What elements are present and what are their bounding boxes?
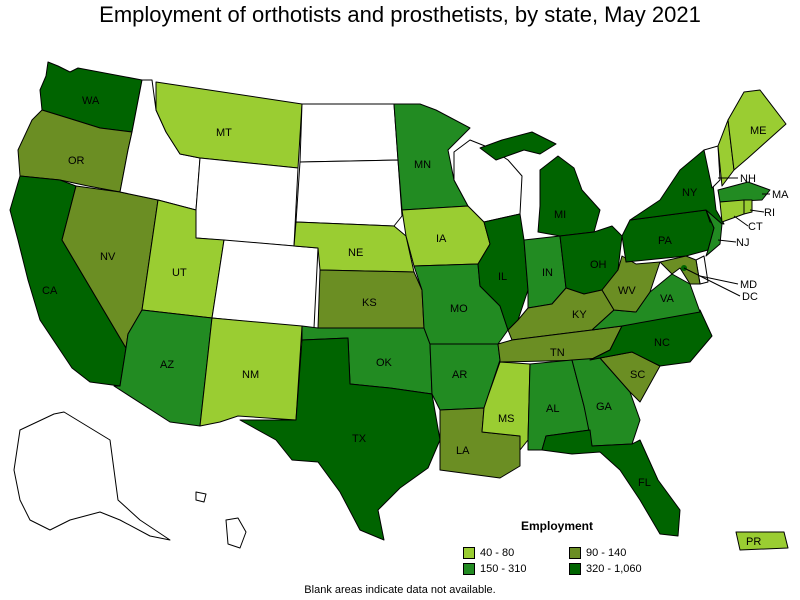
legend-swatch-150-310: [463, 563, 475, 575]
label-CT: CT: [748, 221, 763, 233]
state-CT[interactable]: [719, 199, 745, 223]
label-KY: KY: [572, 309, 587, 321]
legend-swatch-40-80: [463, 547, 475, 559]
label-MN: MN: [414, 159, 431, 171]
state-OR[interactable]: [17, 109, 133, 193]
label-PR: PR: [746, 536, 761, 548]
label-CA: CA: [42, 285, 58, 297]
legend-item-40-80: 40 - 80: [463, 547, 514, 559]
state-SD[interactable]: [295, 159, 403, 227]
legend-item-320-1060: 320 - 1,060: [569, 563, 642, 575]
label-PA: PA: [658, 235, 673, 247]
state-CO[interactable]: [211, 239, 319, 329]
label-OK: OK: [376, 357, 393, 369]
label-IA: IA: [436, 233, 447, 245]
label-NJ: NJ: [736, 237, 749, 249]
legend-label-150-310: 150 - 310: [480, 563, 527, 575]
label-NE: NE: [348, 247, 363, 259]
label-OH: OH: [590, 259, 607, 271]
state-TX[interactable]: [239, 337, 441, 541]
state-MI[interactable]: [479, 131, 557, 161]
label-WV: WV: [618, 285, 636, 297]
label-TN: TN: [550, 347, 565, 359]
label-TX: TX: [352, 433, 367, 445]
label-MO: MO: [450, 303, 468, 315]
leader-MD: [699, 275, 739, 285]
state-HI[interactable]: [225, 517, 247, 549]
state-PR[interactable]: [735, 531, 789, 551]
state-WY[interactable]: [195, 157, 299, 247]
label-SC: SC: [630, 369, 645, 381]
state-RI[interactable]: [743, 199, 753, 215]
legend-swatch-90-140: [569, 547, 581, 559]
leader-RI: [749, 209, 765, 213]
state-WI[interactable]: [453, 139, 523, 223]
label-DC: DC: [742, 291, 758, 303]
state-NJ[interactable]: [705, 209, 723, 257]
label-IL: IL: [498, 271, 507, 283]
state-ME[interactable]: [727, 89, 787, 171]
label-MA: MA: [772, 189, 789, 201]
label-NV: NV: [100, 251, 116, 263]
label-NY: NY: [682, 187, 698, 199]
label-WA: WA: [82, 95, 100, 107]
label-VA: VA: [660, 293, 675, 305]
label-NC: NC: [654, 337, 670, 349]
label-AR: AR: [452, 369, 467, 381]
footnote: Blank areas indicate data not available.: [304, 584, 496, 596]
state-FL[interactable]: [541, 429, 681, 537]
state-MN[interactable]: [393, 103, 471, 211]
leader-DC: [683, 267, 741, 297]
state-ND[interactable]: [299, 103, 399, 163]
label-RI: RI: [764, 207, 775, 219]
label-MD: MD: [740, 279, 757, 291]
state-MA[interactable]: [717, 181, 771, 203]
label-IN: IN: [542, 267, 553, 279]
label-MS: MS: [498, 413, 515, 425]
leader-NJ: [717, 239, 737, 243]
state-HI-islands[interactable]: [195, 491, 207, 503]
state-AK[interactable]: [13, 411, 171, 541]
label-GA: GA: [596, 401, 613, 413]
label-OR: OR: [68, 155, 85, 167]
state-MD[interactable]: [659, 255, 701, 285]
legend-item-150-310: 150 - 310: [463, 563, 526, 575]
legend-label-40-80: 40 - 80: [480, 547, 515, 559]
legend-item-90-140: 90 - 140: [569, 547, 626, 559]
label-ME: ME: [750, 125, 767, 137]
legend-title: Employment: [521, 519, 594, 533]
label-AL: AL: [546, 403, 559, 415]
label-AZ: AZ: [160, 359, 174, 371]
label-MI: MI: [554, 209, 566, 221]
state-NY[interactable]: [629, 149, 725, 225]
state-MI-lower[interactable]: [537, 155, 601, 237]
label-FL: FL: [638, 477, 651, 489]
label-MT: MT: [216, 127, 232, 139]
label-UT: UT: [172, 267, 187, 279]
label-LA: LA: [456, 445, 470, 457]
legend-swatch-320-1060: [569, 563, 581, 575]
legend-label-90-140: 90 - 140: [586, 547, 627, 559]
state-NC[interactable]: [589, 309, 713, 367]
label-NH: NH: [740, 173, 756, 185]
map-title: Employment of orthotists and prosthetist…: [99, 2, 701, 27]
legend-label-320-1060: 320 - 1,060: [586, 563, 642, 575]
label-KS: KS: [362, 297, 377, 309]
leader-CT: [733, 215, 749, 227]
state-MS[interactable]: [481, 361, 531, 451]
state-VT[interactable]: [703, 145, 721, 189]
label-NM: NM: [242, 369, 259, 381]
